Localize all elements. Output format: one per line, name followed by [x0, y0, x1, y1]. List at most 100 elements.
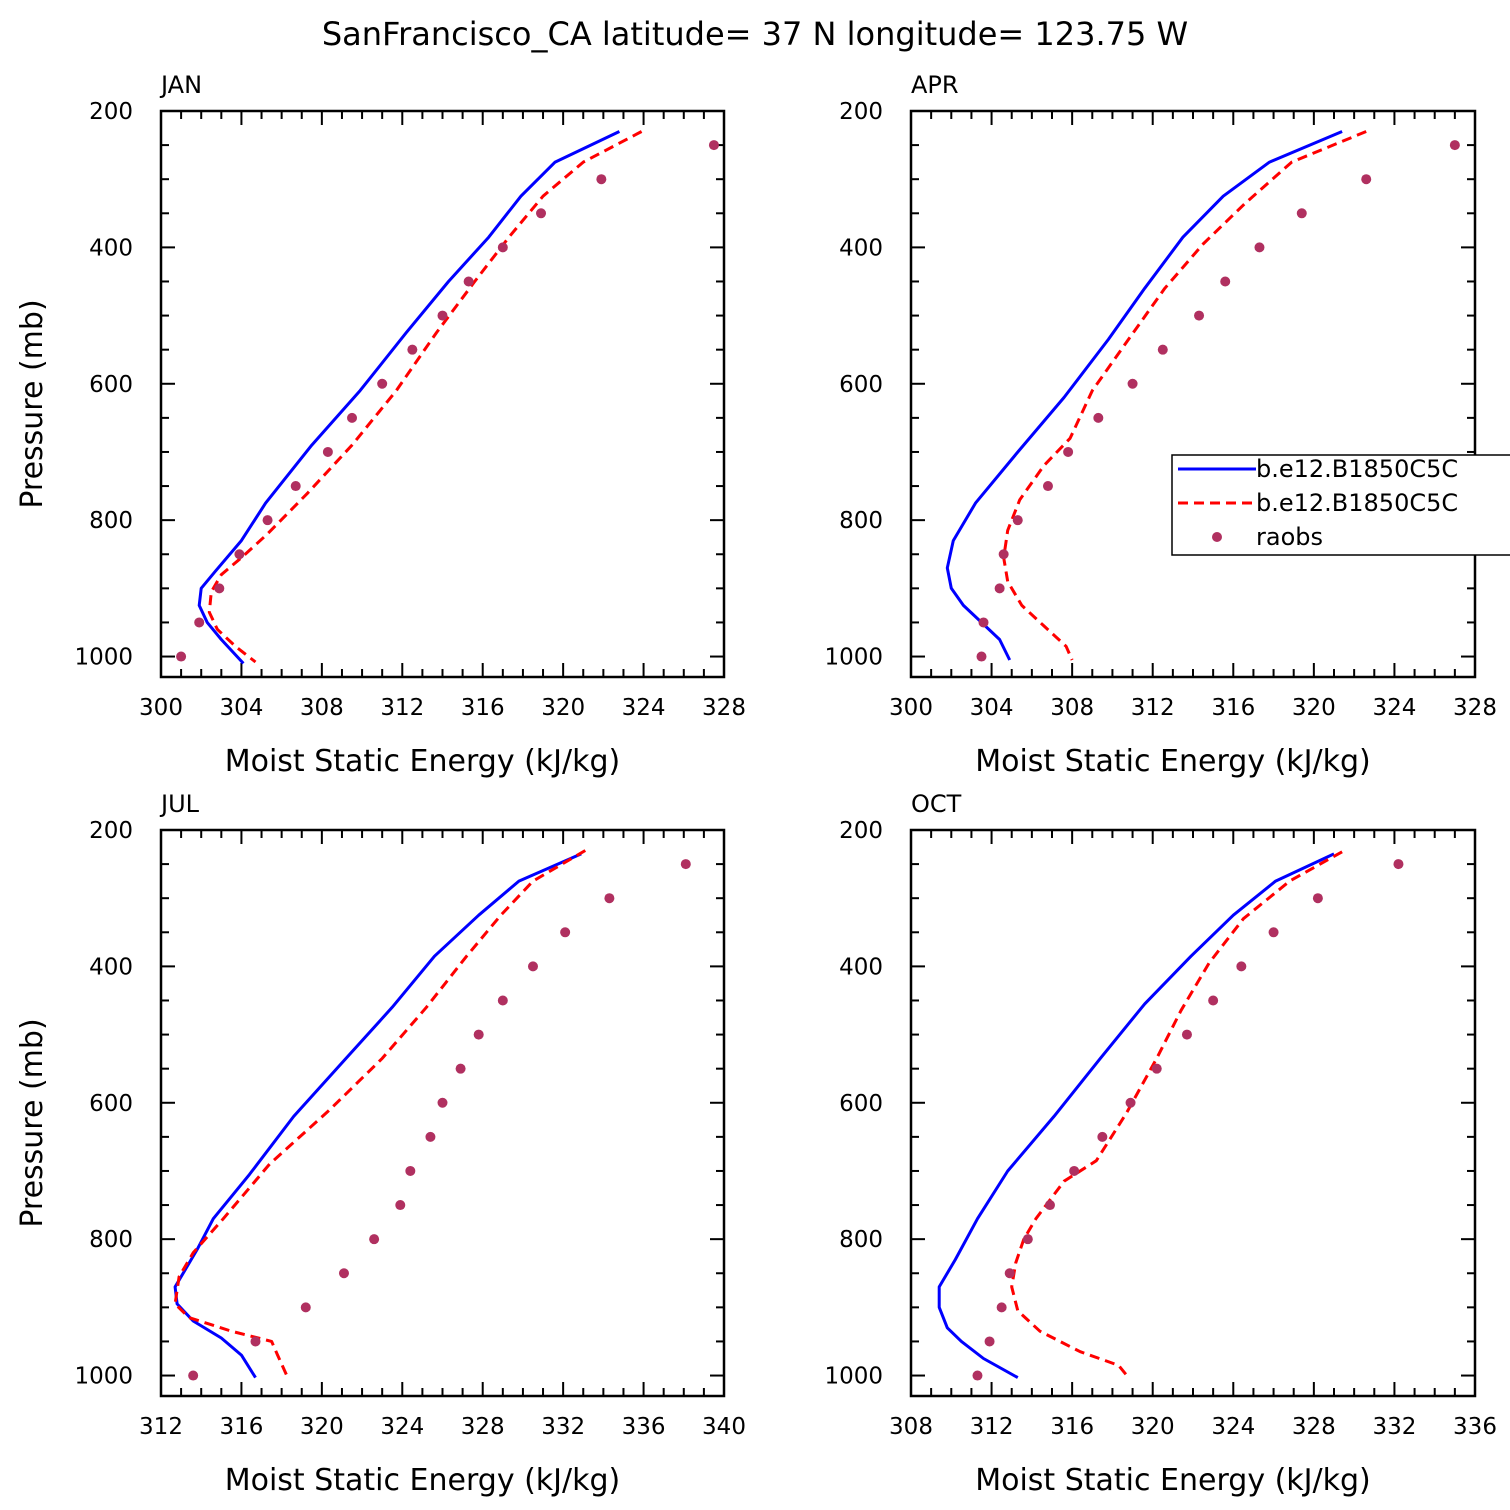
raobs-point-jan — [176, 651, 187, 662]
raobs-point-jan — [596, 174, 607, 185]
raobs-point-oct — [984, 1336, 995, 1347]
raobs-point-jul — [455, 1063, 466, 1074]
x-tick-label-apr: 328 — [1453, 695, 1497, 721]
raobs-point-jan — [290, 481, 301, 492]
raobs-point-apr — [1220, 276, 1231, 287]
plot-frame-oct — [909, 828, 1477, 1398]
series-line-blue-solid-jan — [197, 130, 621, 665]
raobs-point-apr — [978, 617, 989, 628]
panel-apr: APR 300 304 308 312 316 320 324 328 200 400 600 800 1… — [824, 71, 1497, 779]
y-tick-label-oct: 800 — [839, 1227, 883, 1253]
y-tick-label-apr: 800 — [839, 508, 883, 534]
raobs-point-jan — [322, 446, 333, 457]
raobs-point-oct — [1004, 1268, 1015, 1279]
y-tick-label-oct: 1000 — [824, 1364, 883, 1390]
raobs-point-jul — [250, 1336, 261, 1347]
raobs-point-jul — [425, 1131, 436, 1142]
raobs-point-apr — [1157, 344, 1168, 355]
raobs-point-jul — [497, 995, 508, 1006]
series-line-red-dashed-oct — [1010, 850, 1343, 1379]
raobs-point-jul — [395, 1200, 406, 1211]
raobs-point-apr — [1093, 412, 1104, 423]
legend-label-blue: b.e12.B1850C5C — [1256, 455, 1458, 483]
x-tick-label-jul: 324 — [380, 1414, 424, 1440]
legend-label-raobs: raobs — [1256, 523, 1323, 551]
panel-jul: JUL 312 316 320 324 328 332 336 340 200 400 600 800 1… — [15, 790, 746, 1498]
raobs-point-jul — [338, 1268, 349, 1279]
x-tick-label-apr: 324 — [1372, 695, 1416, 721]
x-tick-label-jan: 320 — [541, 695, 585, 721]
raobs-point-oct — [1125, 1097, 1136, 1108]
panel-title-apr: APR — [911, 71, 959, 99]
y-tick-label-jan: 800 — [89, 508, 133, 534]
raobs-point-oct — [1181, 1029, 1192, 1040]
x-tick-label-oct: 312 — [970, 1414, 1014, 1440]
raobs-point-jul — [300, 1302, 311, 1313]
plot-data-jan — [176, 130, 719, 665]
y-tick-label-jul: 1000 — [74, 1364, 133, 1390]
raobs-point-jul — [405, 1165, 416, 1176]
x-tick-label-oct: 316 — [1050, 1414, 1094, 1440]
panel-oct: OCT 308 312 316 320 324 328 332 336 200 400 600 800 1… — [824, 790, 1497, 1498]
x-tick-label-jul: 316 — [219, 1414, 263, 1440]
raobs-point-apr — [1063, 446, 1074, 457]
x-tick-label-apr: 312 — [1131, 695, 1175, 721]
plot-data-jul — [173, 849, 691, 1381]
x-axis-label-jan: Moist Static Energy (kJ/kg) — [225, 744, 621, 779]
raobs-point-jul — [473, 1029, 484, 1040]
legend-box — [1171, 454, 1510, 556]
plot-frame-apr — [909, 109, 1477, 679]
panel-title-oct: OCT — [911, 790, 962, 818]
x-tick-label-jan: 328 — [702, 695, 746, 721]
raobs-point-oct — [972, 1370, 983, 1381]
y-tick-label-jan: 400 — [89, 235, 133, 261]
x-tick-label-jan: 304 — [219, 695, 263, 721]
x-tick-label-jan: 312 — [380, 695, 424, 721]
raobs-point-jan — [463, 276, 474, 287]
series-line-blue-solid-oct — [937, 852, 1335, 1379]
plot-data-oct — [937, 850, 1404, 1381]
raobs-point-oct — [1022, 1234, 1033, 1245]
x-tick-label-oct: 332 — [1372, 1414, 1416, 1440]
x-tick-label-oct: 308 — [889, 1414, 933, 1440]
x-tick-label-apr: 300 — [889, 695, 933, 721]
raobs-point-apr — [998, 549, 1009, 560]
raobs-point-jul — [527, 961, 538, 972]
raobs-point-apr — [1127, 378, 1138, 389]
raobs-point-oct — [1069, 1165, 1080, 1176]
y-tick-label-apr: 1000 — [824, 645, 883, 671]
x-tick-label-jul: 340 — [702, 1414, 746, 1440]
raobs-point-apr — [1012, 515, 1023, 526]
raobs-point-oct — [1236, 961, 1247, 972]
plot-data-apr — [945, 130, 1460, 662]
x-tick-label-jan: 316 — [461, 695, 505, 721]
x-tick-label-oct: 336 — [1453, 1414, 1497, 1440]
raobs-point-apr — [976, 651, 987, 662]
x-tick-label-apr: 320 — [1292, 695, 1336, 721]
y-axis-label-jul: Pressure (mb) — [15, 1018, 50, 1227]
x-tick-label-jan: 324 — [622, 695, 666, 721]
raobs-point-jan — [407, 344, 418, 355]
raobs-point-apr — [1042, 481, 1053, 492]
y-tick-label-oct: 200 — [839, 818, 883, 844]
raobs-point-apr — [1449, 140, 1460, 151]
x-axis-label-jul: Moist Static Energy (kJ/kg) — [225, 1463, 621, 1498]
series-line-red-dashed-apr — [1002, 130, 1367, 661]
panel-title-jul: JUL — [159, 790, 200, 818]
raobs-point-jan — [377, 378, 388, 389]
x-tick-label-jul: 312 — [139, 1414, 183, 1440]
x-axis-label-oct: Moist Static Energy (kJ/kg) — [975, 1463, 1371, 1498]
x-tick-label-apr: 308 — [1050, 695, 1094, 721]
raobs-point-oct — [1393, 859, 1404, 870]
y-tick-label-jul: 800 — [89, 1227, 133, 1253]
x-tick-label-oct: 324 — [1211, 1414, 1255, 1440]
plot-frame-jan — [159, 109, 726, 679]
raobs-point-apr — [1254, 242, 1265, 253]
raobs-point-jan — [214, 583, 225, 594]
raobs-point-jul — [560, 927, 571, 938]
raobs-point-jul — [437, 1097, 448, 1108]
raobs-point-apr — [994, 583, 1005, 594]
raobs-point-apr — [1194, 310, 1205, 321]
raobs-point-jul — [680, 859, 691, 870]
y-tick-label-apr: 400 — [839, 235, 883, 261]
